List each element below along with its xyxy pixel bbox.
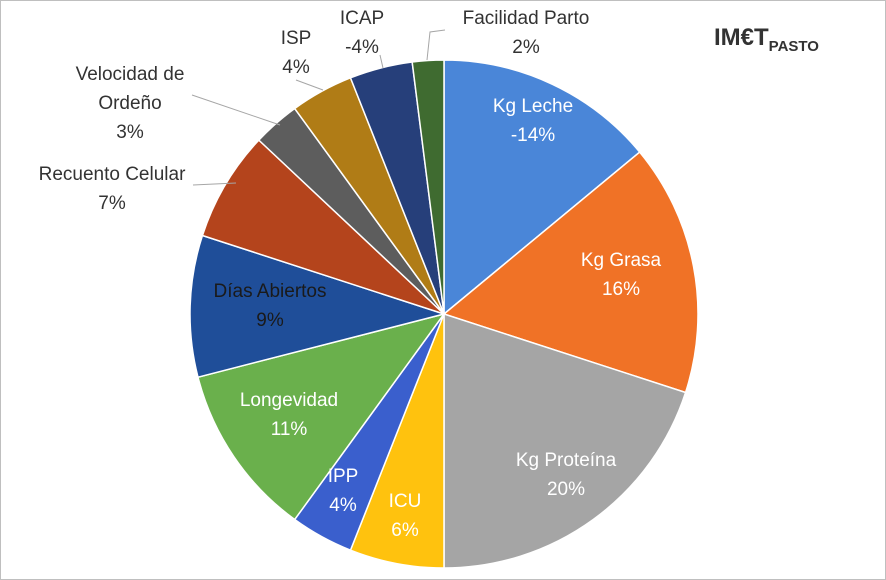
slice-label: Kg Leche -14%	[493, 96, 573, 146]
slice-name-label: Longevidad	[240, 390, 338, 411]
slice-value-label: -14%	[511, 125, 555, 146]
slice-name-label: Facilidad Parto	[463, 8, 590, 29]
slice-value-label: 6%	[391, 520, 419, 541]
slice-name-label: Días Abiertos	[214, 281, 327, 302]
chart-title-subscript: PASTO	[768, 38, 819, 55]
leader-line	[379, 54, 384, 69]
slice-label: Recuento Celular 7%	[39, 164, 186, 214]
leader-line	[295, 79, 324, 91]
slice-value-label: 4%	[329, 495, 357, 516]
slice-label: Velocidad de Ordeño 3%	[76, 64, 185, 143]
slice-name-label: Kg Leche	[493, 96, 573, 117]
slice-name-label: Kg Grasa	[581, 250, 662, 271]
pie-slice	[442, 151, 699, 394]
slice-labels: Kg Leche -14% Kg Grasa 16% Kg Proteína 20% ICU…	[39, 8, 662, 541]
leader-line	[192, 182, 237, 186]
slice-name-label: Velocidad de	[76, 64, 185, 85]
slice-value-label: 9%	[256, 310, 284, 331]
pie-slice	[411, 59, 445, 315]
slice-label: Días Abiertos 9%	[214, 281, 327, 331]
slice-label: Kg Grasa 16%	[581, 250, 662, 300]
slice-value-label: 20%	[547, 479, 585, 500]
pie-slice	[443, 312, 687, 569]
slice-value-label: -4%	[345, 37, 379, 58]
slice-label: Facilidad Parto 2%	[463, 8, 590, 58]
pie-slice	[443, 59, 641, 316]
pie-slice	[197, 312, 446, 521]
slice-name-label: ICAP	[340, 8, 384, 29]
slice-name-label: ISP	[281, 28, 312, 49]
pie-slice	[189, 234, 447, 379]
slice-value-label: 16%	[602, 279, 640, 300]
slice-name-label: Kg Proteína	[516, 450, 617, 471]
slice-value-label: 4%	[282, 57, 310, 78]
pie-slices	[189, 59, 699, 569]
slice-label: ISP 4%	[281, 28, 312, 78]
pie-slice	[201, 139, 445, 315]
slice-label: Kg Proteína 20%	[516, 450, 617, 500]
slice-label: Longevidad 11%	[240, 390, 338, 440]
leader-line	[191, 94, 281, 126]
slice-label: ICU 6%	[389, 491, 422, 541]
slice-label: IPP 4%	[328, 466, 359, 516]
slice-value-label: 11%	[271, 419, 308, 440]
slice-name-label: IPP	[328, 466, 359, 487]
chart-title: IM€TPASTO	[714, 24, 819, 55]
slice-name-label: Recuento Celular	[39, 164, 186, 185]
slice-label: ICAP -4%	[340, 8, 384, 58]
leader-line	[426, 29, 446, 61]
slice-value-label: 3%	[116, 122, 144, 143]
slice-name-label: ICU	[389, 491, 422, 512]
slice-value-label: 2%	[512, 37, 540, 58]
slice-value-label: 7%	[98, 193, 126, 214]
slice-name-label: Ordeño	[98, 93, 161, 114]
